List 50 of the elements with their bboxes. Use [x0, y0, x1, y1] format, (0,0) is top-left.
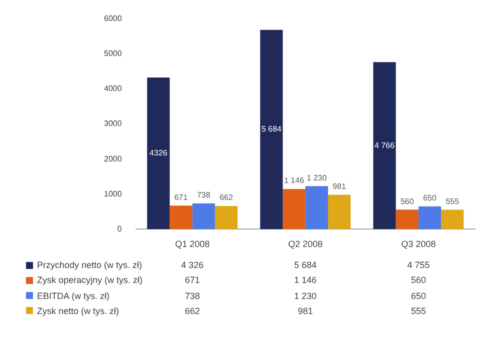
bar	[214, 206, 238, 230]
y-tick-label: 3000	[104, 119, 122, 128]
data-label: 4 766	[374, 140, 396, 150]
text: 671	[184, 274, 201, 288]
bar	[147, 78, 170, 230]
x-tick-label: Q2 2008	[288, 239, 323, 250]
bar	[260, 30, 283, 230]
text: 650	[410, 290, 427, 303]
text: 555	[410, 304, 427, 318]
text: 1 146	[293, 274, 318, 288]
bar	[441, 210, 464, 230]
data-label: 650	[423, 194, 437, 203]
bar	[192, 203, 215, 230]
data-label: 1 230	[306, 173, 328, 182]
data-label: 4326	[150, 148, 168, 158]
bar	[396, 210, 418, 230]
y-tick-label: 4000	[104, 84, 122, 94]
text: 662	[184, 304, 201, 318]
data-label: 5 684	[261, 124, 282, 134]
legend-label: Zysk netto (w tys. zł)	[37, 306, 120, 316]
legend-label: Przychody netto (w tys. zł)	[37, 260, 142, 270]
bar	[282, 189, 306, 230]
y-tick-label: 1000	[104, 189, 122, 198]
text: 5 684	[293, 259, 318, 272]
y-tick-label: 2000	[104, 154, 122, 164]
text: 4 755	[406, 259, 431, 272]
y-tick-label: 5000	[104, 49, 122, 58]
data-label: 560	[400, 196, 414, 206]
y-tick-label: 6000	[104, 14, 122, 24]
bar	[170, 206, 192, 230]
text: 560	[410, 274, 427, 288]
text: 1 230	[293, 290, 318, 303]
legend-label: Zysk operacyjny (w tys. zł)	[37, 275, 143, 286]
x-tick-label: Q3 2008	[401, 239, 436, 250]
bar	[418, 206, 442, 230]
text: 738	[184, 290, 201, 303]
text: 981	[296, 304, 314, 318]
bar	[305, 186, 328, 230]
data-label: 555	[446, 196, 460, 206]
legend-label: EBITDA (w tys. zł)	[37, 290, 110, 301]
y-tick-label: 0	[117, 224, 122, 234]
data-label: 1 146	[284, 176, 305, 186]
data-label: 738	[196, 190, 211, 200]
data-label: 981	[332, 182, 347, 192]
x-tick-label: Q1 2008	[175, 239, 210, 250]
data-label: 671	[174, 192, 188, 202]
data-label: 662	[220, 193, 234, 202]
text: 4 326	[180, 259, 205, 272]
bar	[328, 194, 351, 230]
bar	[373, 62, 396, 230]
